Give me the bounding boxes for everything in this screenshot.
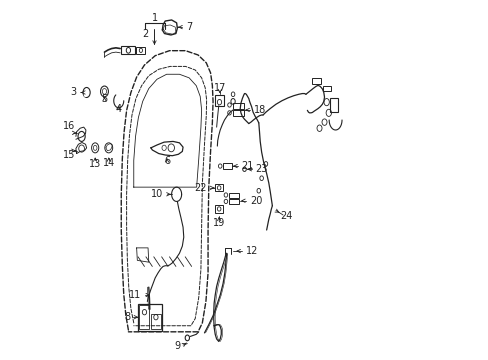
Text: 7: 7 [185, 22, 192, 32]
Text: 2: 2 [142, 28, 148, 39]
Text: 23: 23 [255, 164, 267, 174]
Bar [136, 47, 144, 54]
Ellipse shape [83, 93, 87, 97]
Text: 13: 13 [89, 158, 101, 168]
Bar [323, 86, 330, 91]
Text: 10: 10 [150, 189, 163, 199]
Text: 12: 12 [245, 246, 257, 256]
Text: 15: 15 [63, 150, 76, 160]
Text: 8: 8 [124, 312, 130, 322]
Text: 24: 24 [280, 211, 292, 221]
Text: 6: 6 [163, 156, 170, 166]
Text: 9: 9 [174, 341, 180, 351]
Text: 18: 18 [253, 105, 265, 115]
Text: 17: 17 [213, 83, 225, 93]
Text: 14: 14 [102, 158, 115, 168]
Bar [312, 78, 321, 84]
Text: 1: 1 [152, 13, 158, 23]
Text: 21: 21 [241, 161, 253, 171]
Bar [121, 46, 135, 54]
Text: 19: 19 [213, 218, 225, 228]
Text: 4: 4 [116, 104, 122, 113]
Text: 5: 5 [101, 94, 107, 104]
Text: 3: 3 [70, 87, 77, 98]
Text: 22: 22 [194, 183, 206, 193]
Text: 20: 20 [249, 196, 262, 206]
Text: 11: 11 [129, 290, 142, 300]
Text: 16: 16 [63, 121, 76, 131]
